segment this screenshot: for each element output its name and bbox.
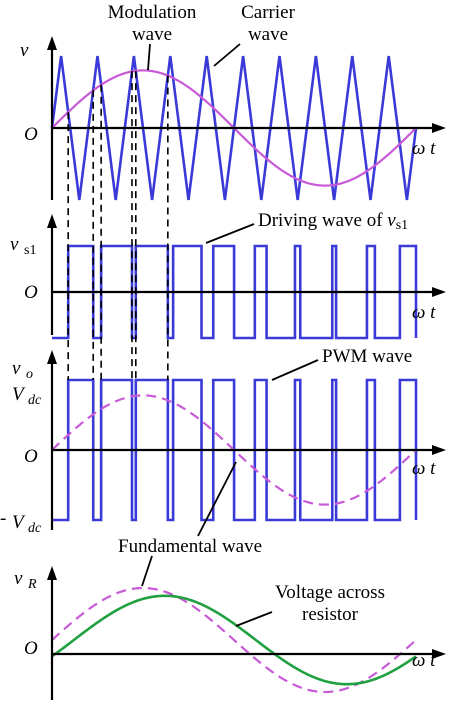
panel-2-y-subscript: s1 (24, 243, 36, 258)
modulation-wave-label-line1: Modulation (108, 2, 197, 23)
panel-2-x-label: ω t (412, 302, 436, 323)
panel-4-y-subscript: R (27, 577, 37, 592)
panel-2-y-label: v (10, 234, 19, 255)
resistor-voltage-wave (51, 594, 417, 686)
panel-2-origin-label: O (24, 282, 38, 303)
driving-wave (52, 244, 418, 340)
voltage-across-resistor-leader (235, 611, 273, 627)
driving-wave-label: Driving wave of vs1 (258, 210, 408, 233)
driving-wave-leader (205, 223, 255, 244)
panel-4-axes (47, 566, 446, 700)
panel-3-vdc-top-label: V (12, 384, 26, 405)
panel-1-x-label: ω t (412, 138, 436, 159)
fundamental-wave-leader (197, 461, 237, 537)
carrier-wave-label-line2: wave (248, 24, 288, 45)
fundamental-wave-label: Fundamental wave (118, 536, 262, 557)
pwm-wave (52, 378, 418, 522)
panel-4-origin-label: O (24, 638, 38, 659)
panel-3-x-label: ω t (412, 458, 436, 479)
panel-4-fundamental-wave (51, 586, 417, 694)
panel-3-y-subscript: o (26, 367, 33, 382)
pwm-wave-label: PWM wave (322, 346, 412, 367)
pwm-wave-leader (271, 359, 319, 381)
panel-2-axes (47, 214, 446, 335)
voltage-across-resistor-label-line1: Voltage across (275, 582, 385, 603)
modulation-wave-label-line2: wave (132, 24, 172, 45)
carrier-wave-label-line1: Carrier (241, 2, 295, 23)
panel-3-origin-label: O (24, 446, 38, 467)
panel-1-y-label: v (20, 40, 29, 61)
panel-3-axes (47, 350, 446, 530)
projection-dashes (67, 71, 169, 380)
fundamental-wave-leader-2 (141, 555, 153, 587)
panel-4-x-label: ω t (412, 650, 436, 671)
panel-1-origin-label: O (24, 124, 38, 145)
panel-3-vdc-top-subscript: dc (28, 393, 42, 408)
panel-1-axes (47, 36, 446, 200)
panel-3-y-label: v (12, 358, 21, 379)
panel-3-vdc-bottom-subscript: dc (28, 521, 42, 536)
modulation-wave-leader (147, 43, 151, 71)
panel-3-vdc-bottom-prefix: - (0, 508, 6, 529)
carrier-wave-leader (213, 43, 241, 67)
panel-3-vdc-bottom-label: V (12, 512, 26, 533)
voltage-across-resistor-label-line2: resistor (302, 604, 359, 625)
panel-4-y-label: v (14, 568, 23, 589)
